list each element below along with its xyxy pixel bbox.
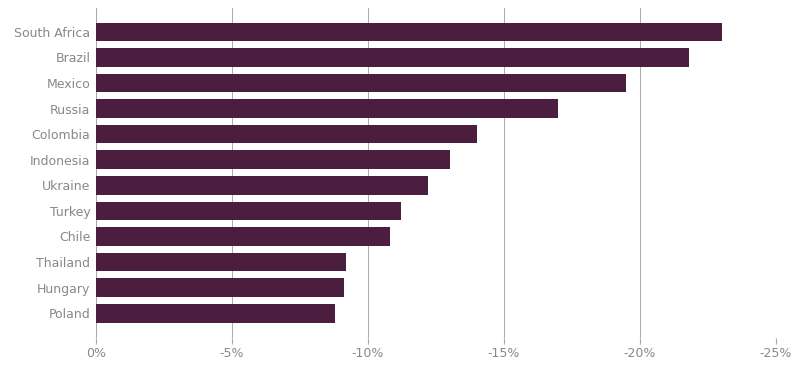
Bar <box>96 99 558 118</box>
Bar <box>96 22 722 41</box>
Bar <box>96 253 346 271</box>
Bar <box>96 48 689 66</box>
Bar <box>96 202 401 220</box>
Bar <box>96 279 343 297</box>
Bar <box>96 227 390 246</box>
Bar <box>96 304 335 322</box>
Bar <box>96 150 450 169</box>
Bar <box>96 74 626 92</box>
Bar <box>96 176 428 195</box>
Bar <box>96 125 477 143</box>
